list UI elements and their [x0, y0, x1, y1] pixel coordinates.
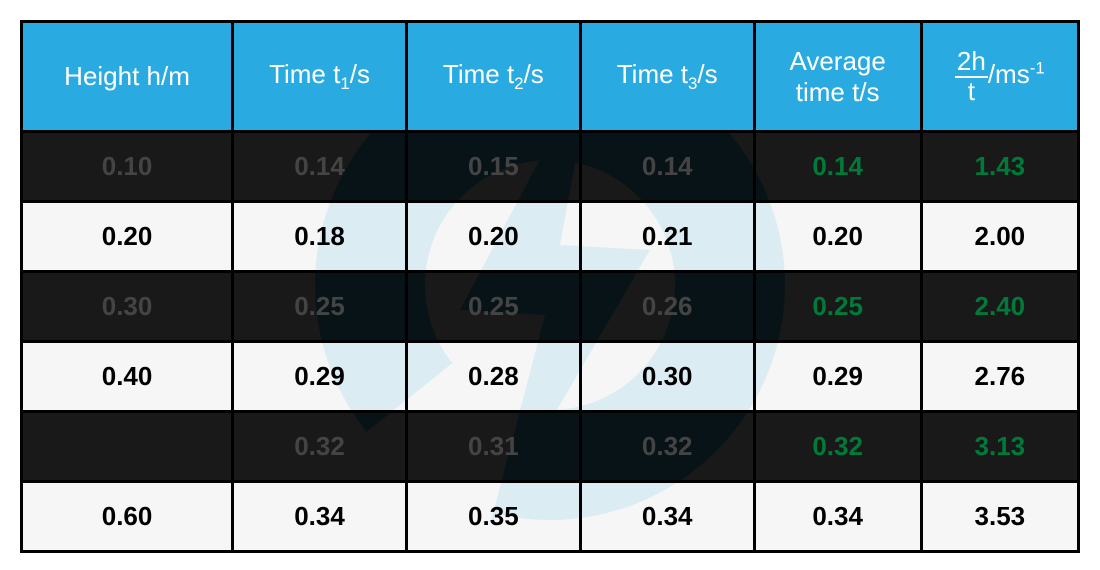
cell-avg-time: 0.25 — [754, 272, 921, 342]
cell-avg-time: 0.29 — [754, 342, 921, 412]
cell-time1: 0.14 — [233, 132, 407, 202]
table-body: 0.100.140.150.140.141.430.200.180.200.21… — [22, 132, 1079, 552]
cell-time1: 0.34 — [233, 482, 407, 552]
table-row: 0.200.180.200.210.202.00 — [22, 202, 1079, 272]
cell-height: 0.10 — [22, 132, 233, 202]
cell-time3: 0.32 — [580, 412, 754, 482]
cell-time3: 0.14 — [580, 132, 754, 202]
freefall-data-table: Height h/m Time t1/s Time t2/s Time t3/s… — [20, 20, 1080, 553]
table-row: 0.600.340.350.340.343.53 — [22, 482, 1079, 552]
table-row: 0.100.140.150.140.141.43 — [22, 132, 1079, 202]
cell-velocity: 3.13 — [921, 412, 1078, 482]
col-header-time2: Time t2/s — [406, 22, 580, 132]
table-row: 0.400.290.280.300.292.76 — [22, 342, 1079, 412]
cell-avg-time: 0.32 — [754, 412, 921, 482]
cell-time2: 0.25 — [406, 272, 580, 342]
col-header-time1: Time t1/s — [233, 22, 407, 132]
cell-height — [22, 412, 233, 482]
col-header-velocity: 2ht/ms-1 — [921, 22, 1078, 132]
cell-time2: 0.31 — [406, 412, 580, 482]
cell-time1: 0.32 — [233, 412, 407, 482]
cell-height: 0.60 — [22, 482, 233, 552]
header-row: Height h/m Time t1/s Time t2/s Time t3/s… — [22, 22, 1079, 132]
data-table-container: Height h/m Time t1/s Time t2/s Time t3/s… — [20, 20, 1080, 550]
cell-time3: 0.34 — [580, 482, 754, 552]
col-header-avg-time: Averagetime t/s — [754, 22, 921, 132]
cell-time3: 0.30 — [580, 342, 754, 412]
cell-avg-time: 0.14 — [754, 132, 921, 202]
cell-velocity: 2.40 — [921, 272, 1078, 342]
cell-height: 0.20 — [22, 202, 233, 272]
cell-avg-time: 0.20 — [754, 202, 921, 272]
cell-velocity: 2.00 — [921, 202, 1078, 272]
table-row: 0.300.250.250.260.252.40 — [22, 272, 1079, 342]
cell-height: 0.30 — [22, 272, 233, 342]
cell-time2: 0.15 — [406, 132, 580, 202]
col-header-time3: Time t3/s — [580, 22, 754, 132]
cell-time3: 0.21 — [580, 202, 754, 272]
cell-avg-time: 0.34 — [754, 482, 921, 552]
cell-velocity: 2.76 — [921, 342, 1078, 412]
cell-height: 0.40 — [22, 342, 233, 412]
cell-time3: 0.26 — [580, 272, 754, 342]
cell-time1: 0.29 — [233, 342, 407, 412]
cell-time2: 0.35 — [406, 482, 580, 552]
cell-velocity: 1.43 — [921, 132, 1078, 202]
col-header-height: Height h/m — [22, 22, 233, 132]
cell-time2: 0.20 — [406, 202, 580, 272]
table-row: 0.320.310.320.323.13 — [22, 412, 1079, 482]
cell-time1: 0.18 — [233, 202, 407, 272]
cell-time1: 0.25 — [233, 272, 407, 342]
cell-velocity: 3.53 — [921, 482, 1078, 552]
cell-time2: 0.28 — [406, 342, 580, 412]
